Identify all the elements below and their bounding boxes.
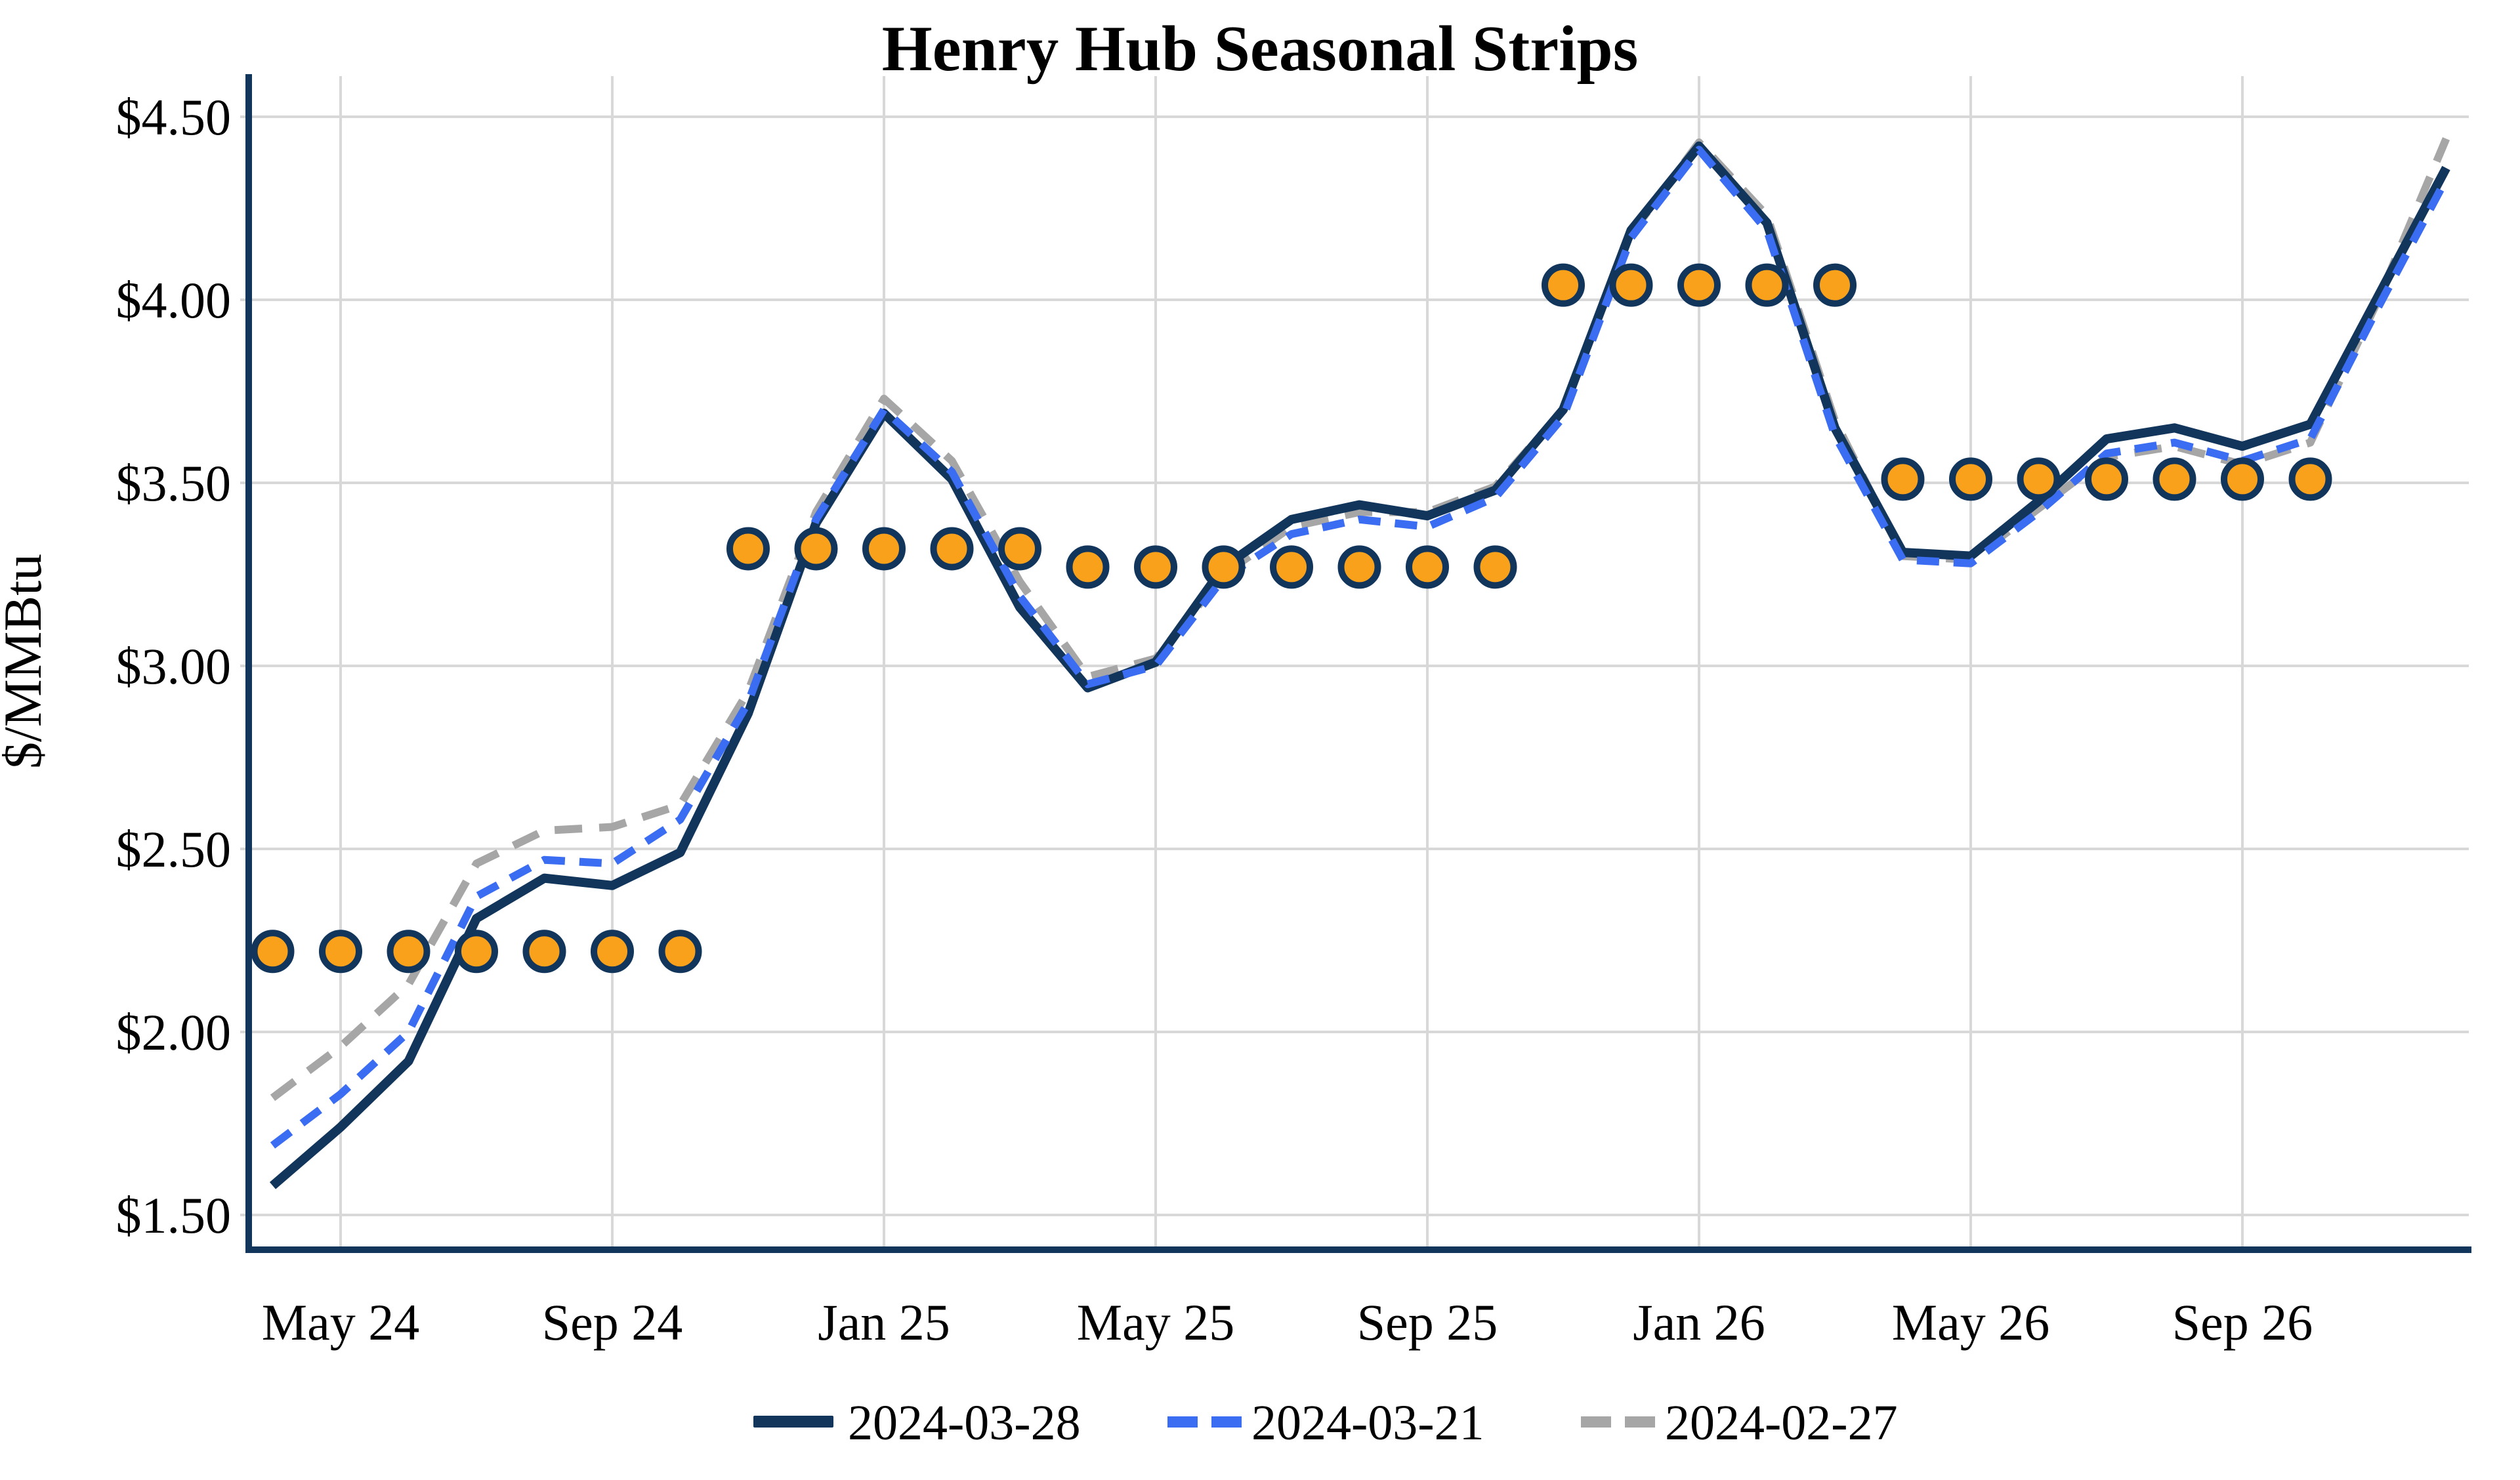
legend-label: 2024-03-28 [848,1395,1081,1450]
legend-swatch-dash [1581,1416,1611,1428]
strip-dot [1473,545,1517,589]
strip-dot [2152,457,2196,501]
gridlines [240,76,2469,1247]
x-tick-label: May 24 [262,1294,419,1351]
x-tick-label: Sep 24 [542,1294,683,1351]
strip-dot [387,930,430,974]
strip-dot [1270,545,1313,589]
strip-dot [522,930,566,974]
strip-dot [251,930,295,974]
strip-dot [455,930,498,974]
strip-dot [2085,457,2128,501]
strip-dot [1134,545,1177,589]
strip-dot [658,930,702,974]
y-axis-label: $/MMBtu [0,554,52,769]
y-tick-label: $3.50 [116,455,232,512]
strip-dot [1881,457,1925,501]
strip-dot [1745,263,1789,307]
y-tick-label: $4.50 [116,89,232,146]
y-tick-label: $4.00 [116,272,232,329]
x-tick-label: Jan 25 [818,1294,950,1351]
strip-dot [1542,263,1585,307]
y-tick-label: $2.50 [116,821,232,878]
strip-dot [794,527,838,571]
strip-dot [1202,545,1246,589]
x-tick-label: Jan 26 [1633,1294,1765,1351]
strip-dot [930,527,974,571]
x-tick-label: Sep 25 [1357,1294,1498,1351]
legend-swatch-dash [1211,1416,1242,1428]
y-tick-label: $2.00 [116,1004,232,1061]
strip-dot [1066,545,1110,589]
legend-swatch-solid [753,1416,833,1428]
strip-dot [591,930,634,974]
strip-dot [1337,545,1381,589]
series-line-2024-03-21 [270,146,2450,1149]
x-tick-label: Sep 26 [2172,1294,2313,1351]
legend-swatch-dash [1625,1416,1655,1428]
series-line-2024-02-27 [270,137,2450,1101]
strip-dot [1813,263,1857,307]
legend: 2024-03-28 2024-03-21 2024-02-27 [753,1395,1898,1450]
x-tick-label: May 26 [1892,1294,2049,1351]
strip-dot [998,527,1041,571]
x-tick-label: May 25 [1077,1294,1234,1351]
strip-dot [1406,545,1449,589]
strip-dot [2017,457,2061,501]
chart-title: Henry Hub Seasonal Strips [882,13,1638,85]
strip-dot [726,527,770,571]
strip-dot [1949,457,1992,501]
strip-dot [862,527,906,571]
strip-dot [319,930,362,974]
legend-label: 2024-02-27 [1665,1395,1898,1450]
legend-label: 2024-03-21 [1251,1395,1484,1450]
strip-dot [2221,457,2264,501]
series-line-2024-03-28 [269,141,2450,1189]
y-tick-label: $1.50 [116,1187,232,1244]
strip-dot [1609,263,1653,307]
y-tick-label: $3.00 [116,638,232,695]
legend-swatch-dash [1167,1416,1198,1428]
strip-markers [251,263,2332,974]
strip-dot [2288,457,2332,501]
strip-dot [1677,263,1721,307]
